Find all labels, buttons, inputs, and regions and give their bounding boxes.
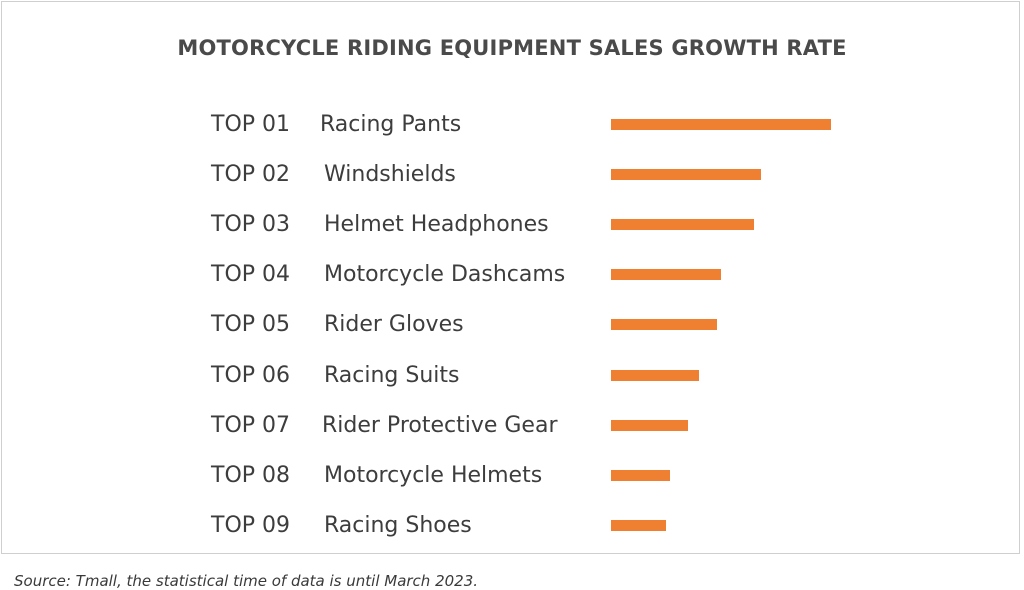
chart-title: MOTORCYCLE RIDING EQUIPMENT SALES GROWTH… [177,36,847,60]
rank-label: TOP 06 [211,362,291,388]
chart-row: TOP 07 Rider Protective Gear [0,411,1024,461]
chart-frame [1,1,1020,554]
category-label: Helmet Headphones [324,212,549,238]
rank-label: TOP 03 [211,212,291,238]
category-label: Rider Protective Gear [322,412,558,438]
rank-label: TOP 04 [211,262,291,288]
rank-label: TOP 01 [211,112,291,137]
rank-label: TOP 02 [211,162,291,188]
category-label: Racing Suits [324,362,460,388]
bar [611,269,721,281]
category-label: Windshields [324,162,456,188]
chart-row: TOP 03 Helmet Headphones [0,210,1024,260]
bar [611,369,699,381]
source-note: Source: Tmall, the statistical time of d… [14,572,479,590]
bar [611,219,754,231]
rank-label: TOP 09 [211,512,291,538]
bar [611,169,761,181]
chart-row: TOP 08 Motorcycle Helmets [0,461,1024,511]
chart-row: TOP 05 Rider Gloves [0,310,1024,360]
chart-row: TOP 02 Windshields [0,160,1024,210]
bar [611,469,670,481]
bar [611,519,666,531]
chart-row: TOP 01 Racing Pants [0,110,1024,160]
bar [611,119,831,130]
rank-label: TOP 05 [211,312,291,338]
bar [611,419,688,431]
category-label: Motorcycle Dashcams [324,262,566,288]
category-label: Racing Shoes [324,512,472,538]
chart-row: TOP 06 Racing Suits [0,361,1024,411]
rank-label: TOP 07 [211,412,291,438]
category-label: Rider Gloves [324,312,464,338]
chart-row: TOP 09 Racing Shoes [0,511,1024,561]
bar [611,319,717,331]
rank-label: TOP 08 [211,462,291,488]
category-label: Racing Pants [320,112,462,137]
category-label: Motorcycle Helmets [324,462,543,488]
chart-row: TOP 04 Motorcycle Dashcams [0,260,1024,310]
